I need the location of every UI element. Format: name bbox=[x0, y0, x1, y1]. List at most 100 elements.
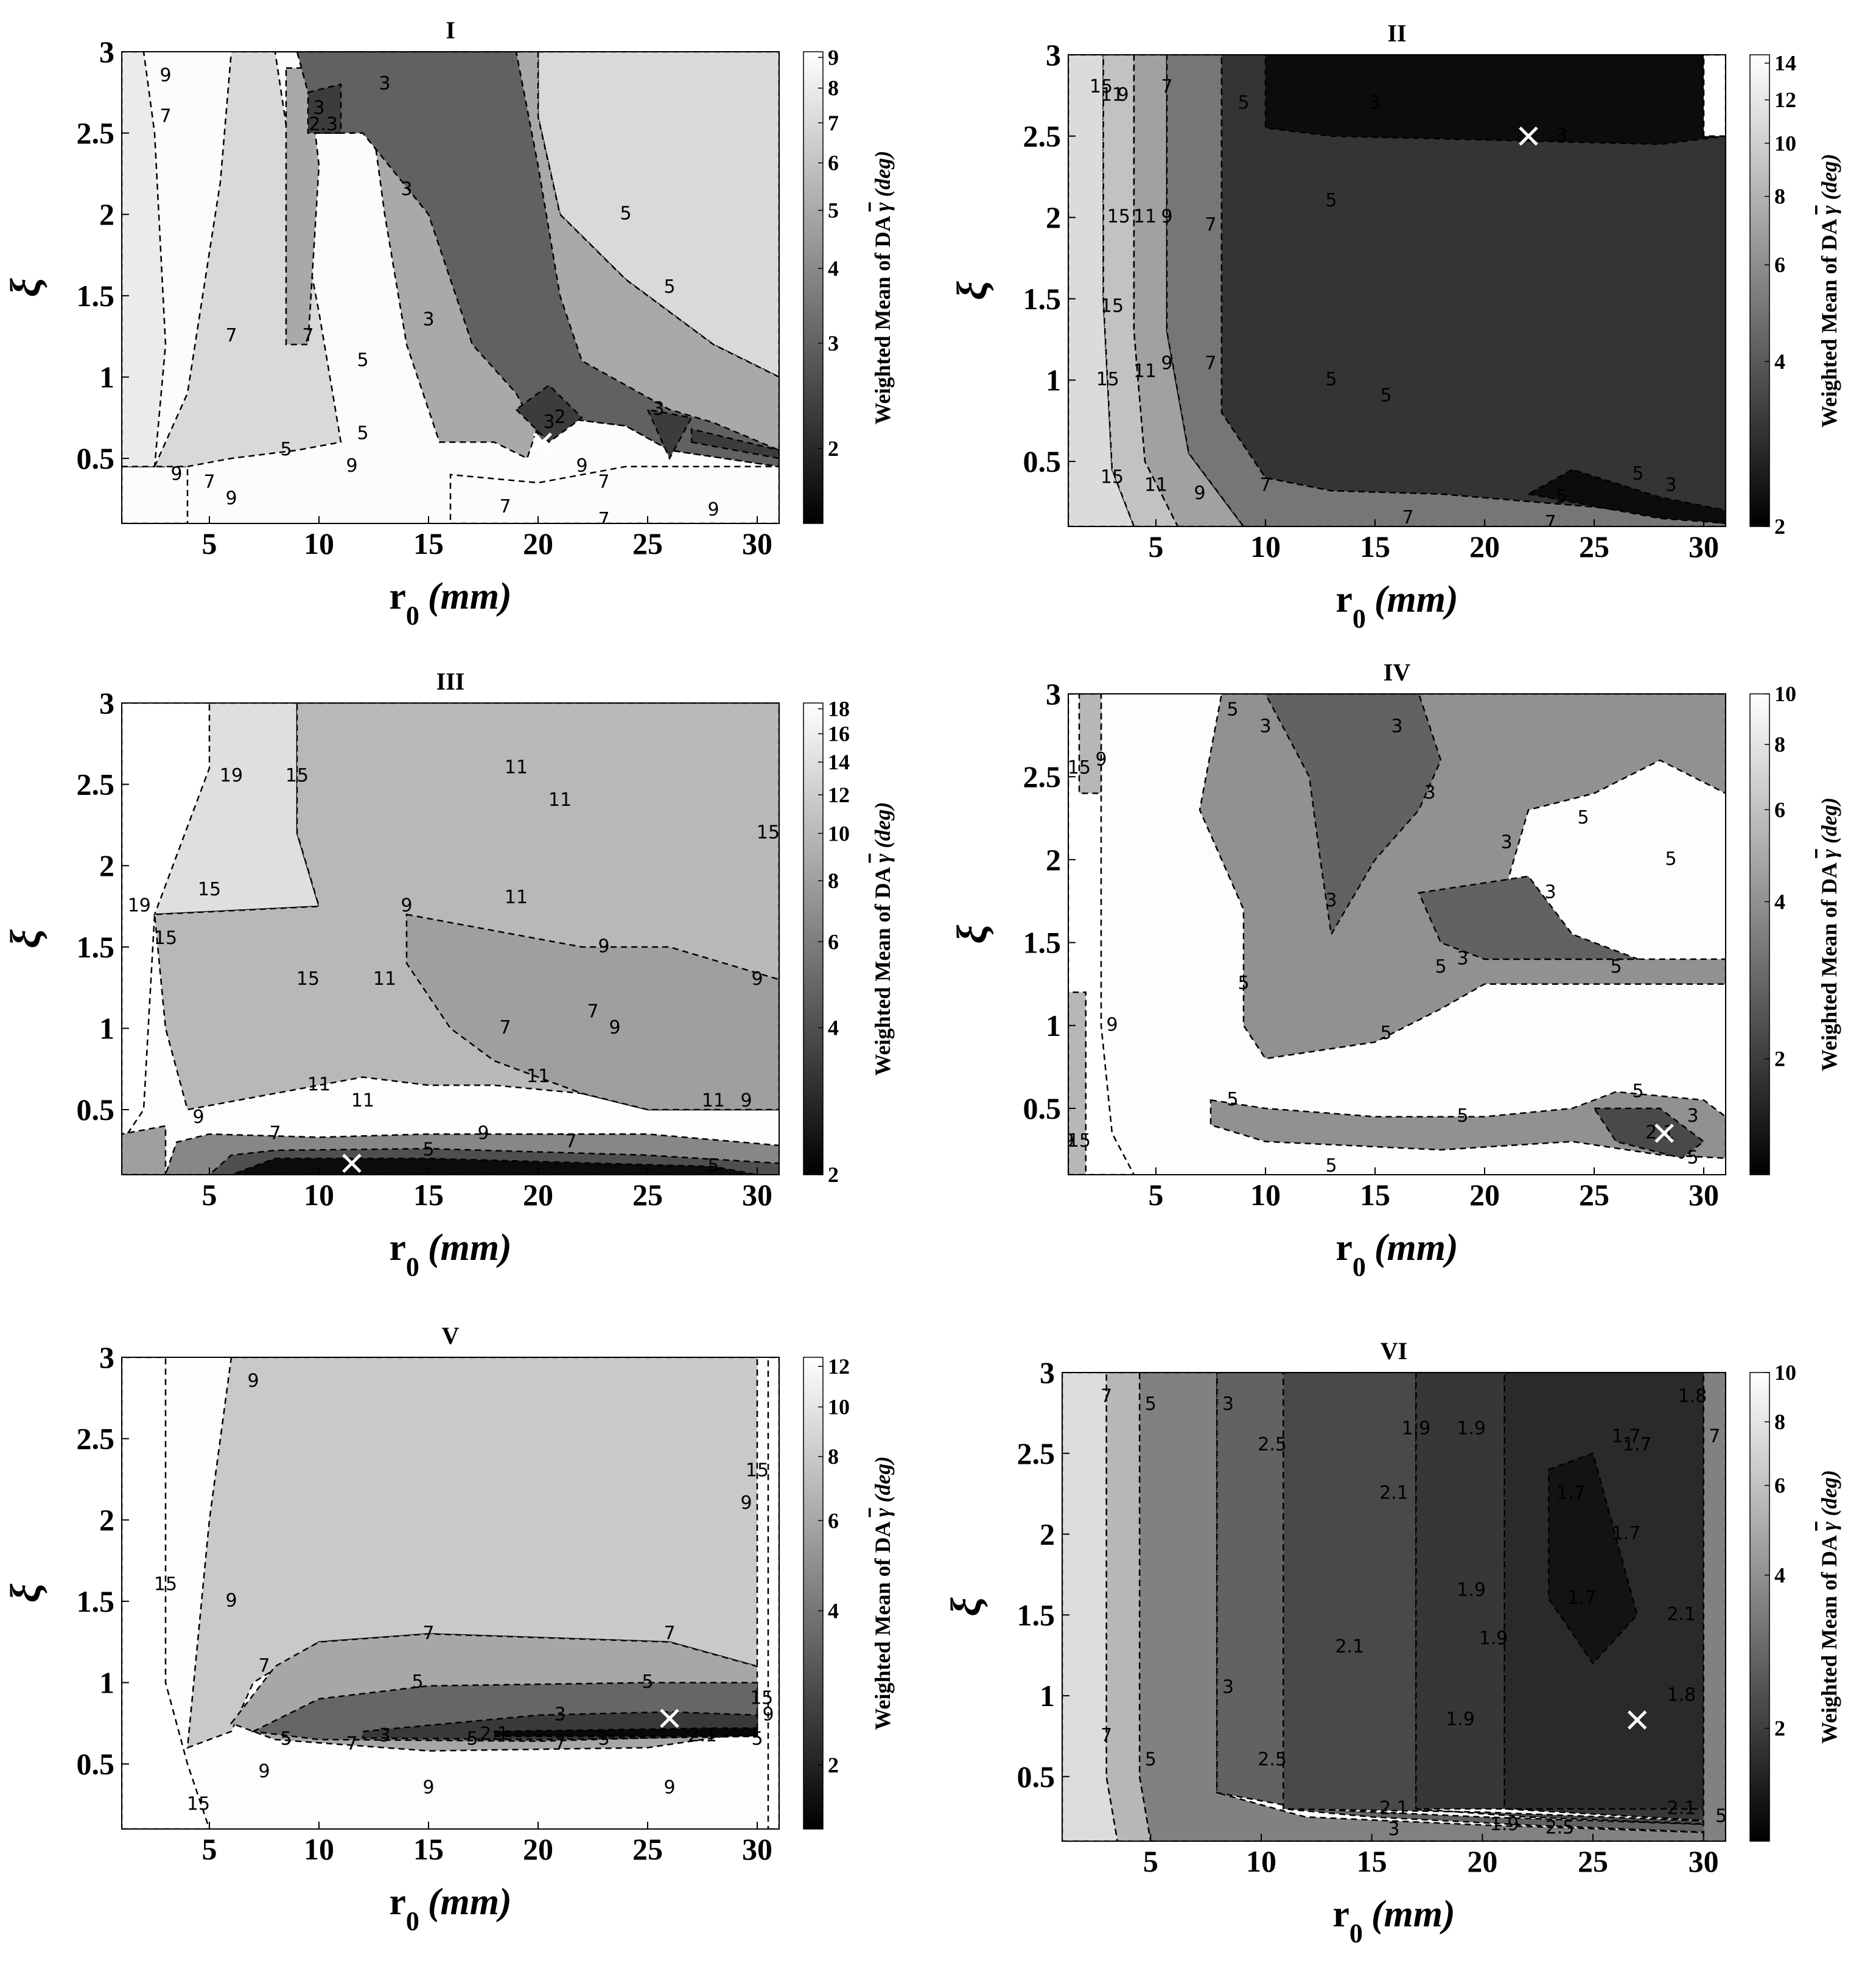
y-tick-label: 1.5 bbox=[77, 279, 115, 313]
contour-label: 9 bbox=[576, 455, 587, 477]
axes-frame bbox=[1068, 54, 1726, 527]
y-tick-label: 2.5 bbox=[1017, 1436, 1055, 1471]
contour-label: 2.3 bbox=[309, 114, 338, 135]
contour-label: 2.1 bbox=[1379, 1483, 1409, 1504]
contour-label: 15 bbox=[154, 928, 177, 949]
panel-6: 7 5 32.51.9 1.9 1.71.72.1 1.71.71.9 1.71.92.11… bbox=[943, 1337, 1841, 1948]
x-axis-label: r0 (mm) bbox=[389, 1881, 511, 1936]
contour-region bbox=[231, 1158, 758, 1175]
panel-title: I bbox=[446, 16, 455, 44]
contour-label: 5 bbox=[1145, 1749, 1157, 1771]
axes-frame bbox=[1062, 1372, 1726, 1842]
contour-label: 2.1 bbox=[480, 1724, 509, 1745]
contour-label: 3 bbox=[1388, 1819, 1399, 1840]
x-tick-label: 30 bbox=[742, 526, 772, 561]
contour-label: 3 bbox=[1500, 832, 1512, 853]
x-tick-label: 10 bbox=[1250, 1178, 1281, 1212]
contour-label: 7 bbox=[1101, 1725, 1112, 1746]
colorbar bbox=[1749, 693, 1770, 1175]
contour-label: 3 bbox=[543, 411, 555, 433]
y-axis-label: ξ bbox=[2, 278, 49, 297]
contour-label: 19 bbox=[128, 895, 151, 917]
contour-label: 2.1 bbox=[1667, 1797, 1696, 1819]
y-tick-label: 1 bbox=[99, 360, 114, 394]
y-tick-label: 0.5 bbox=[77, 1093, 115, 1127]
contour-label: 1.8 bbox=[1678, 1385, 1707, 1407]
x-axis-label: r0 (mm) bbox=[389, 1227, 511, 1282]
contour-region bbox=[493, 1727, 758, 1737]
contour-label: 2.5 bbox=[1545, 1817, 1575, 1838]
colorbar-tick-label: 2 bbox=[1774, 1047, 1785, 1071]
contour-label: 3 bbox=[1555, 125, 1567, 146]
y-tick-label: 2.5 bbox=[1023, 760, 1062, 794]
contour-label: 9 bbox=[225, 488, 237, 509]
contour-region bbox=[1283, 1373, 1726, 1826]
contour-label: 5 bbox=[1227, 699, 1238, 721]
y-axis-label: ξ bbox=[949, 925, 996, 944]
colorbar-tick-label: 2 bbox=[828, 1163, 839, 1187]
colorbar-label: Weighted Mean of DA γ (deg) bbox=[870, 1457, 895, 1730]
y-tick-label: 3 bbox=[99, 1340, 114, 1374]
contour-label: 5 bbox=[1325, 369, 1337, 390]
contour-region bbox=[122, 1357, 211, 1829]
contour-region bbox=[1264, 694, 1442, 937]
contour-label: 9 bbox=[663, 1777, 675, 1799]
contour-label: 3 bbox=[379, 73, 390, 94]
colorbar-tick-label: 16 bbox=[828, 722, 850, 746]
contour-label: 5 bbox=[1687, 1147, 1698, 1168]
contour-label: 5 bbox=[1577, 807, 1589, 828]
contour-label: 15 bbox=[285, 765, 309, 786]
contour-label: 5 bbox=[1380, 1023, 1391, 1044]
contour-label: 9 bbox=[751, 968, 763, 990]
contour-label: 3 bbox=[1222, 1676, 1234, 1698]
contour-label: 9 bbox=[1161, 206, 1172, 228]
contour-label: 3 bbox=[422, 309, 434, 330]
contour-label: 5 bbox=[1325, 190, 1337, 211]
contour-label: 5 bbox=[1457, 1105, 1468, 1127]
y-tick-label: 1.5 bbox=[77, 1584, 115, 1618]
optimum-marker bbox=[342, 1153, 362, 1173]
contour-label: 7 bbox=[1259, 475, 1271, 496]
contour-label: 9 bbox=[1194, 483, 1205, 504]
colorbar-label: Weighted Mean of DA γ (deg) bbox=[1817, 154, 1841, 428]
contour-region bbox=[1526, 469, 1726, 524]
y-tick-label: 1 bbox=[1046, 363, 1061, 397]
contour-region bbox=[1133, 55, 1245, 526]
colorbar-tick-label: 9 bbox=[828, 45, 839, 69]
colorbar-tick-label: 4 bbox=[1774, 1563, 1785, 1587]
contour-region bbox=[1703, 55, 1726, 137]
y-tick-label: 2 bbox=[99, 1503, 114, 1537]
contour-label: 2.1 bbox=[1379, 1797, 1409, 1819]
contour-label: 2.5 bbox=[1258, 1434, 1287, 1455]
contour-label: 5 bbox=[1665, 848, 1676, 870]
contour-label: 5 bbox=[1380, 385, 1391, 407]
contour-label: 11 bbox=[373, 968, 396, 990]
x-tick-label: 15 bbox=[1360, 530, 1390, 564]
contour-label: 5 bbox=[1555, 486, 1567, 507]
y-tick-label: 3 bbox=[1046, 38, 1061, 72]
contour-label: 15 bbox=[1101, 466, 1124, 488]
contour-label: 9 bbox=[707, 499, 719, 520]
contour-region bbox=[1415, 1373, 1726, 1823]
colorbar-tick-label: 2 bbox=[828, 1753, 839, 1777]
contour-region bbox=[767, 1357, 779, 1829]
contour-region bbox=[285, 67, 320, 346]
contour-label: 7 bbox=[1161, 76, 1172, 97]
colorbar-tick-label: 14 bbox=[828, 750, 850, 774]
colorbar-tick-label: 7 bbox=[828, 111, 839, 135]
contour-label: 1.7 bbox=[1623, 1434, 1652, 1455]
y-tick-label: 1 bbox=[99, 1665, 114, 1699]
optimum-marker bbox=[660, 1708, 679, 1729]
contour-label: 5 bbox=[1237, 973, 1249, 994]
colorbar-tick-label: 4 bbox=[1774, 889, 1785, 914]
optimum-marker bbox=[533, 432, 552, 452]
contour-label: 9 bbox=[422, 1777, 434, 1799]
contour-label: 5 bbox=[751, 1729, 763, 1750]
contour-label: 7 bbox=[1402, 507, 1413, 528]
colorbar-tick-label: 5 bbox=[828, 198, 839, 223]
x-tick-label: 10 bbox=[304, 1832, 334, 1866]
contour-label: 7 bbox=[225, 325, 237, 346]
contour-region bbox=[296, 52, 779, 467]
